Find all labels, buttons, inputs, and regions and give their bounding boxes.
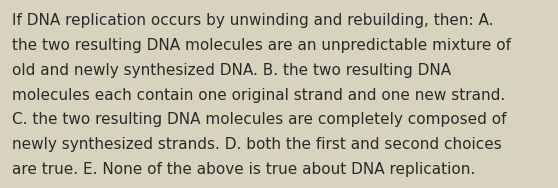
Text: are true. E. None of the above is true about DNA replication.: are true. E. None of the above is true a… (12, 162, 475, 177)
Text: molecules each contain one original strand and one new strand.: molecules each contain one original stra… (12, 88, 506, 103)
Text: old and newly synthesized DNA. B. the two resulting DNA: old and newly synthesized DNA. B. the tw… (12, 63, 451, 78)
Text: the two resulting DNA molecules are an unpredictable mixture of: the two resulting DNA molecules are an u… (12, 38, 511, 53)
Text: C. the two resulting DNA molecules are completely composed of: C. the two resulting DNA molecules are c… (12, 112, 507, 127)
Text: newly synthesized strands. D. both the first and second choices: newly synthesized strands. D. both the f… (12, 137, 502, 152)
Text: If DNA replication occurs by unwinding and rebuilding, then: A.: If DNA replication occurs by unwinding a… (12, 13, 494, 28)
